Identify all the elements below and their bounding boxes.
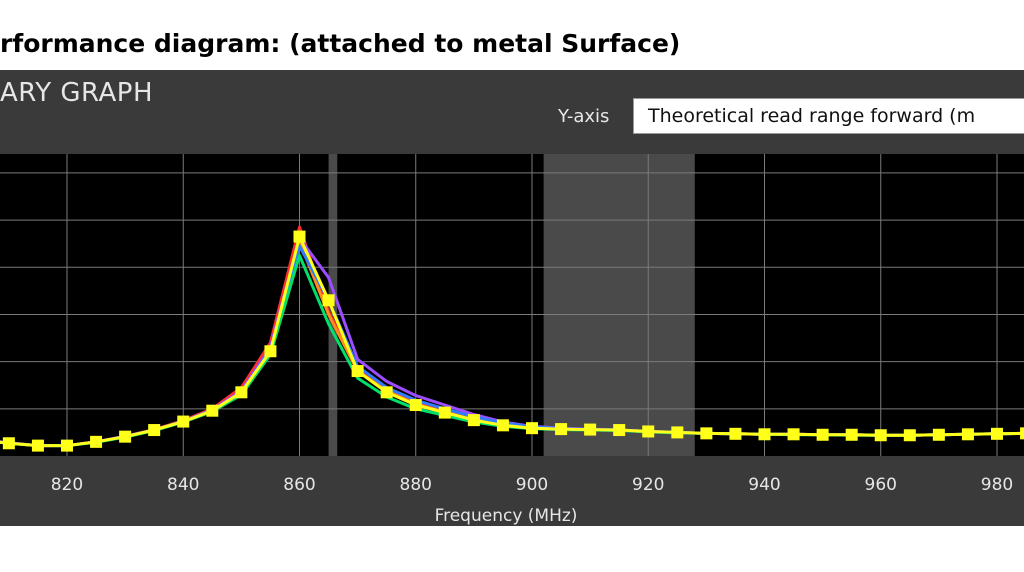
data-point xyxy=(409,399,422,412)
data-point xyxy=(235,386,248,399)
x-tick-label: 860 xyxy=(283,475,315,495)
data-point xyxy=(90,435,103,448)
x-tick-label: 960 xyxy=(865,475,897,495)
data-point xyxy=(584,423,597,436)
data-point xyxy=(526,422,538,435)
x-tick-label: 900 xyxy=(516,475,548,495)
data-point xyxy=(642,425,655,438)
x-tick-label: 820 xyxy=(51,475,83,495)
data-point xyxy=(206,404,219,417)
data-point xyxy=(177,415,190,428)
data-point xyxy=(874,429,887,442)
page-heading: rformance diagram: (attached to metal Su… xyxy=(0,29,681,58)
data-point xyxy=(729,427,742,440)
data-point xyxy=(758,428,771,441)
data-point xyxy=(119,430,132,443)
x-tick-label: 880 xyxy=(400,475,432,495)
data-point xyxy=(700,427,713,440)
data-point xyxy=(961,428,974,441)
x-tick-label: 840 xyxy=(167,475,199,495)
data-point xyxy=(351,365,364,378)
data-point xyxy=(438,406,451,419)
data-point xyxy=(1020,427,1024,440)
x-tick-label: 980 xyxy=(981,475,1013,495)
shaded-frequency-band xyxy=(543,154,695,456)
y-axis-label: Y-axis xyxy=(558,106,610,127)
data-point xyxy=(380,386,393,399)
data-point xyxy=(991,427,1003,440)
data-point xyxy=(61,439,73,452)
data-point xyxy=(467,414,480,427)
y-axis-dropdown[interactable]: Theoretical read range forward (m xyxy=(633,98,1024,134)
data-point xyxy=(932,428,945,441)
data-point xyxy=(322,294,335,307)
panel-title: ARY GRAPH xyxy=(0,78,154,108)
x-axis-label: Frequency (MHz) xyxy=(435,506,578,526)
data-point xyxy=(31,439,44,452)
x-tick-label: 940 xyxy=(748,475,780,495)
data-point xyxy=(671,426,684,439)
data-point xyxy=(148,424,161,437)
data-point xyxy=(787,428,800,441)
data-point xyxy=(496,419,509,432)
data-point xyxy=(816,428,829,441)
data-point xyxy=(613,424,626,437)
data-point xyxy=(293,230,306,243)
x-tick-label: 920 xyxy=(632,475,664,495)
data-point xyxy=(903,429,916,442)
data-point xyxy=(555,423,568,436)
plot-area xyxy=(0,154,1024,456)
data-point xyxy=(264,345,277,358)
data-point xyxy=(845,428,858,441)
data-point xyxy=(2,437,15,450)
